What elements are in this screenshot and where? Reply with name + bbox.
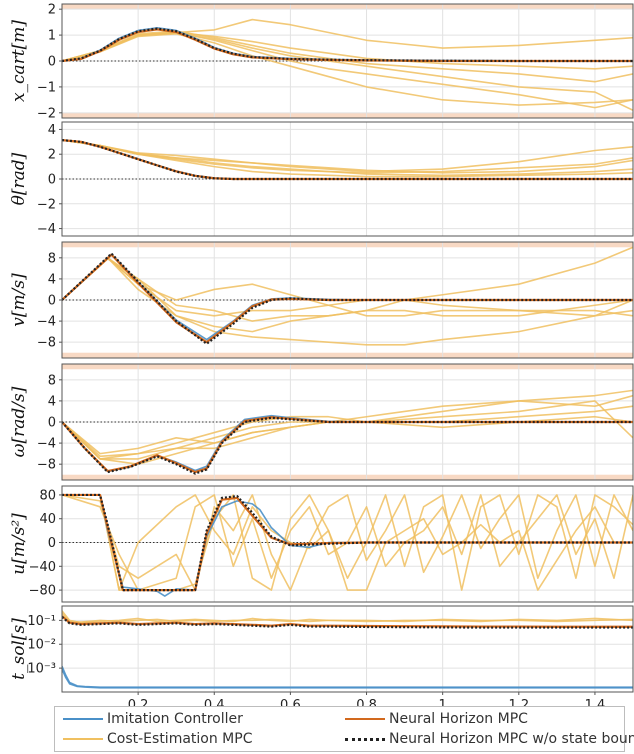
- y-tick-label: 10⁻¹: [27, 614, 56, 629]
- state-bound-band: [62, 474, 633, 480]
- panel-background: [62, 606, 633, 692]
- legend-item-nostate: Neural Horizon MPC w/o state bounds: [345, 731, 634, 747]
- y-tick-label: −4: [37, 315, 56, 330]
- y-tick-label: −4: [37, 222, 56, 237]
- series-line-nostate: [62, 493, 633, 592]
- series-line-nostate: [62, 27, 633, 63]
- panel-background: [62, 486, 633, 602]
- series-line-cost: [62, 400, 633, 460]
- y-tick-label: 0: [48, 536, 56, 551]
- series-line-imitation: [62, 668, 633, 689]
- state-bound-band: [62, 4, 633, 10]
- legend-swatch-neural: [345, 718, 385, 720]
- legend-item-neural: Neural Horizon MPC: [345, 711, 528, 727]
- series-line-nostate: [62, 416, 633, 475]
- x-tick-label: 1: [439, 698, 447, 713]
- y-axis-label: ω[rad/s]: [9, 386, 29, 457]
- series-line-nostate: [62, 252, 633, 345]
- y-tick-label: 0: [48, 55, 56, 70]
- y-axis-label: x_cart[m]: [9, 20, 29, 102]
- panel-4: −80 −40 0 40 80 u[m/s²]: [9, 485, 634, 603]
- state-bound-band: [62, 352, 633, 358]
- y-tick-label: −2: [37, 106, 56, 121]
- series-line-cost: [62, 258, 633, 322]
- y-tick-label: 4: [48, 394, 56, 409]
- y-tick-label: 4: [48, 272, 56, 287]
- panel-frame: [61, 605, 634, 693]
- series-line-cost: [62, 612, 633, 623]
- panel-frame: [61, 485, 634, 603]
- series-line-cost: [62, 494, 633, 591]
- y-tick-label: −80: [29, 584, 56, 599]
- y-tick-label: −8: [37, 458, 56, 473]
- legend-label-neural: Neural Horizon MPC: [389, 711, 528, 727]
- legend-item-cost: Cost-Estimation MPC: [63, 731, 252, 747]
- series-line-cost: [62, 494, 633, 591]
- legend-swatch-imitation: [63, 718, 103, 720]
- legend-label-nostate: Neural Horizon MPC w/o state bounds: [389, 731, 634, 747]
- y-axis-label: θ[rad]: [9, 152, 29, 205]
- y-tick-label: 4: [48, 123, 56, 138]
- y-tick-label: −8: [37, 336, 56, 351]
- series-line-cost: [62, 257, 633, 346]
- y-tick-label: 0: [48, 173, 56, 188]
- series-line-nostate: [62, 138, 633, 181]
- y-tick-label: 8: [48, 251, 56, 266]
- y-tick-label: 10⁻³: [27, 662, 56, 677]
- series-line-nostate: [62, 616, 633, 629]
- legend-label-cost: Cost-Estimation MPC: [107, 731, 253, 747]
- panel-3: −8 −4 0 4 8 ω[rad/s]: [9, 363, 634, 481]
- y-tick-label: 0: [48, 416, 56, 431]
- series-line-cost: [62, 31, 633, 70]
- panel-5: 10⁻¹ 10⁻² 10⁻³t_sol[s]: [9, 605, 634, 693]
- y-axis-label: v[m/s]: [9, 273, 29, 327]
- y-tick-label: 2: [48, 148, 56, 163]
- y-tick-label: −40: [29, 560, 56, 575]
- legend-swatch-cost: [63, 738, 103, 740]
- series-line-cost: [62, 30, 633, 83]
- legend-item-imitation: Imitation Controller: [63, 711, 243, 727]
- series-line-cost: [62, 139, 633, 178]
- y-tick-label: −1: [37, 80, 56, 95]
- panel-0: −2 −1 0 1 2 x_cart[m]: [9, 3, 634, 121]
- state-bound-band: [62, 112, 633, 118]
- y-tick-label: 80: [39, 488, 56, 503]
- y-axis-label: t_sol[s]: [9, 618, 29, 680]
- panel-2: −8 −4 0 4 8 v[m/s]: [9, 241, 634, 359]
- y-tick-label: 40: [39, 512, 56, 527]
- y-tick-label: 2: [48, 3, 56, 18]
- state-bound-band: [62, 242, 633, 248]
- series-line-cost: [62, 257, 633, 333]
- y-tick-label: −4: [37, 437, 56, 452]
- series-line-neural: [62, 416, 633, 474]
- state-bound-band: [62, 364, 633, 370]
- legend-label-imitation: Imitation Controller: [107, 711, 243, 727]
- panel-1: −4 −2 0 2 4 θ[rad]: [9, 121, 634, 237]
- y-tick-label: 8: [48, 373, 56, 388]
- y-tick-label: −2: [37, 197, 56, 212]
- series-line-cost: [62, 494, 633, 591]
- y-axis-label: u[m/s²]: [9, 513, 29, 575]
- legend-swatch-nostate: [345, 737, 385, 741]
- y-tick-label: 1: [48, 29, 56, 44]
- y-tick-label: 10⁻²: [27, 638, 56, 653]
- y-tick-label: 0: [48, 294, 56, 309]
- legend: Imitation Controller Neural Horizon MPC …: [54, 706, 634, 752]
